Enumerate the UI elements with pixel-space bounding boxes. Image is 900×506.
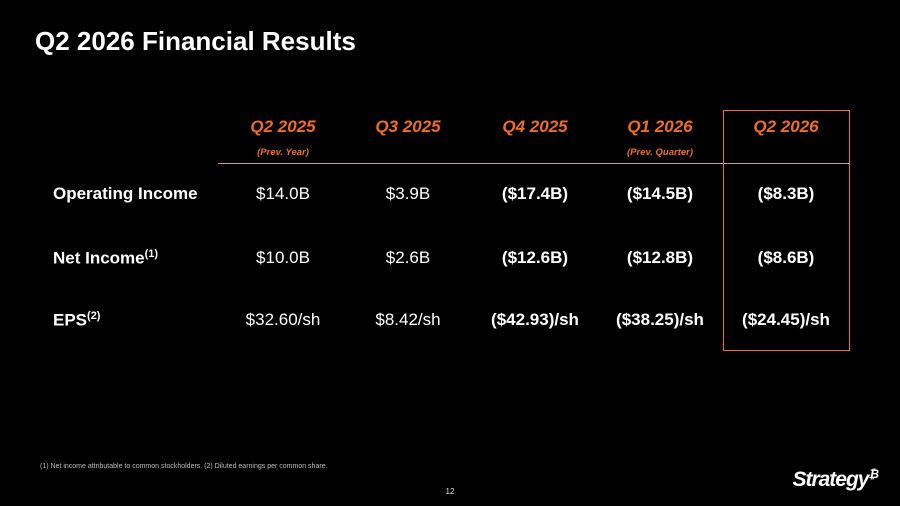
row-label-superscript: (2) <box>87 310 101 322</box>
table-cell: ($12.8B) <box>626 248 694 267</box>
column-header: Q3 2025 <box>375 117 441 136</box>
column-header: Q1 2026 <box>627 117 693 136</box>
row-label: EPS(2) <box>53 310 100 331</box>
row-label-superscript: (1) <box>144 248 159 260</box>
table-cell: ($24.45)/sh <box>742 310 830 329</box>
table-cell: $32.60/sh <box>245 310 321 329</box>
row-label-text: EPS <box>53 310 88 330</box>
header-rule <box>218 163 850 164</box>
logo: Strategy₿ <box>792 467 879 492</box>
table-cell: $14.0B <box>256 184 310 203</box>
row-label-text: Operating Income <box>53 184 198 203</box>
table-cell: ($8.3B) <box>757 184 815 203</box>
column-note: (Prev. Quarter) <box>627 147 693 158</box>
table-cell: $8.42/sh <box>375 310 441 329</box>
table-cell: $10.0B <box>256 248 310 267</box>
table-cell: ($42.93)/sh <box>491 310 579 329</box>
highlight-box <box>723 110 850 351</box>
page-number: 12 <box>445 487 455 496</box>
table-cell: $3.9B <box>385 184 431 203</box>
row-label: Net Income(1) <box>53 248 158 269</box>
table-cell: ($17.4B) <box>501 184 569 203</box>
column-header: Q2 2025 <box>250 117 316 136</box>
table-cell: ($12.6B) <box>501 248 569 267</box>
row-label: Operating Income <box>53 184 198 204</box>
logo-name: Strategy <box>792 468 869 491</box>
logo-mark: ₿ <box>868 467 878 481</box>
slide-title: Q2 2026 Financial Results <box>35 26 356 56</box>
row-label-text: Net Income <box>53 248 145 268</box>
column-header: Q2 2026 <box>753 117 819 136</box>
column-header: Q4 2025 <box>502 117 568 136</box>
table-cell: ($8.6B) <box>757 248 815 267</box>
table-cell: $2.6B <box>385 248 431 267</box>
table-cell: ($14.5B) <box>626 184 694 203</box>
table-cell: ($38.25)/sh <box>616 310 704 329</box>
column-note: (Prev. Year) <box>257 147 309 158</box>
footnote: (1) Net income attributable to common st… <box>40 463 328 470</box>
